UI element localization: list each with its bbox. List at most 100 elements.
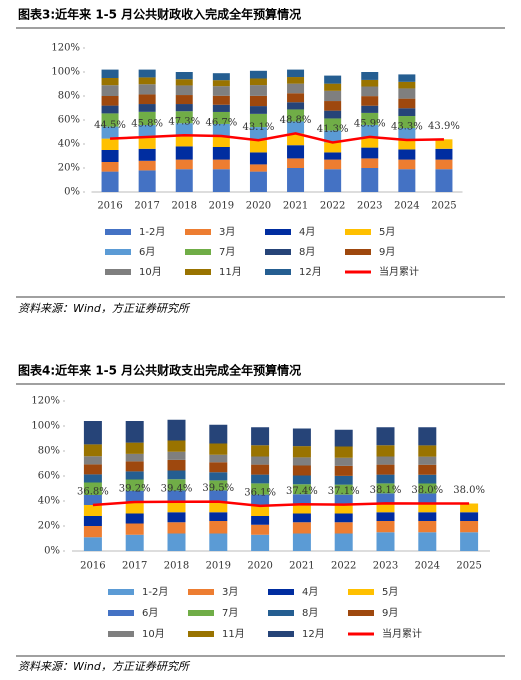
bar-segment [175, 146, 193, 160]
data-label: 36.8% [77, 487, 109, 498]
bar-segment [83, 505, 102, 516]
x-tick-label: 2016 [97, 201, 122, 212]
data-label: 41.3% [317, 124, 349, 135]
bar-segment [251, 445, 270, 457]
legend-label: 3月 [219, 226, 235, 238]
bar-segment [334, 446, 353, 458]
bar-segment [324, 75, 342, 84]
bar-segment [249, 171, 267, 192]
legend-label: 8月 [302, 607, 318, 619]
bar-segment [167, 490, 186, 502]
bar-segment [398, 169, 416, 192]
legend-swatch [105, 249, 131, 255]
bar-segment [175, 104, 193, 112]
bar-segment [175, 85, 193, 96]
bar-segment [249, 113, 267, 128]
bar-segment [460, 521, 479, 533]
bar-segment [83, 444, 102, 457]
bar-segment [249, 70, 267, 79]
bar-segment [175, 123, 193, 136]
bar-segment [212, 135, 230, 147]
y-tick-label: 60% [38, 471, 60, 482]
chart: 图表4:近年来 1-5 月公共财政支出完成全年预算情况 0% 20% 40% 60% 80… [16, 363, 505, 673]
legend-label: 9月 [379, 246, 395, 258]
data-label: 47.3% [168, 117, 200, 128]
y-tick-label: 20% [58, 163, 80, 174]
bar-segment [209, 462, 228, 473]
bar-segment [251, 474, 270, 484]
bar-segment [138, 137, 156, 149]
bar-segment [83, 537, 102, 551]
bar-segment [418, 427, 437, 446]
bar-segment [212, 123, 230, 136]
x-tick-label: 2024 [415, 561, 440, 572]
bar-segment [101, 150, 119, 162]
bar-segment [175, 72, 193, 80]
y-tick-label: 80% [58, 91, 80, 102]
bar-segment [167, 440, 186, 452]
bar-segment [209, 512, 228, 521]
y-tick-label: 100% [31, 421, 60, 432]
bar-segment [83, 495, 102, 505]
bar-segment [324, 152, 342, 160]
bar-segment [209, 521, 228, 534]
source: 资料来源：Wind，方正证券研究所 [18, 660, 191, 673]
data-label: 48.8% [280, 115, 312, 126]
bar-segment [167, 479, 186, 491]
bar-segment [83, 516, 102, 526]
bar-segment [167, 451, 186, 460]
bar-segment [83, 474, 102, 483]
bar-segment [175, 135, 193, 147]
bar-segment [398, 149, 416, 160]
bar-segment [287, 121, 305, 134]
bar-segment [251, 427, 270, 446]
bar-segment [361, 168, 379, 192]
bar-segment [361, 79, 379, 87]
legend-swatch [185, 269, 211, 275]
bar-segment [209, 443, 228, 455]
bar-segment [125, 523, 144, 535]
bar-segment [212, 159, 230, 170]
legend-swatch [108, 610, 134, 616]
y-tick-label: 120% [31, 396, 60, 407]
bar-segment [212, 80, 230, 87]
bar-segment [287, 109, 305, 122]
x-tick-label: 2017 [134, 201, 159, 212]
legend-label: 5月 [382, 586, 398, 598]
legend-label: 10月 [139, 266, 162, 278]
bar-segment [212, 111, 230, 124]
legend-swatch [345, 249, 371, 255]
bar-segment [138, 77, 156, 85]
bar-segment [418, 493, 437, 504]
bar-segment [435, 139, 453, 149]
bar-segment [212, 95, 230, 105]
bar-segment [361, 124, 379, 137]
bar-segment [376, 474, 395, 484]
bar-segment [101, 96, 119, 106]
bar-segment [167, 533, 186, 551]
y-tick-label: 40% [38, 496, 60, 507]
bar-segment [212, 104, 230, 112]
bar-segment [175, 95, 193, 105]
bar-segment [292, 457, 311, 466]
data-label: 45.8% [131, 119, 163, 130]
bar-segment [292, 475, 311, 485]
bar-segment [324, 101, 342, 111]
bar-segment [249, 85, 267, 96]
legend-label: 当月累计 [382, 627, 422, 640]
x-tick-label: 2023 [373, 561, 398, 572]
x-tick-label: 2024 [394, 201, 419, 212]
bar-segment [287, 69, 305, 78]
y-tick-label: 120% [51, 43, 80, 54]
bar-segment [435, 159, 453, 170]
bar-segment [418, 521, 437, 533]
bar-segment [376, 521, 395, 533]
x-tick-label: 2022 [331, 561, 356, 572]
legend-swatch [188, 589, 214, 595]
bar-segment [460, 503, 479, 513]
bar-segment [249, 127, 267, 141]
data-label: 38.0% [411, 485, 443, 496]
bar-segment [398, 159, 416, 170]
bar-segment [398, 140, 416, 150]
